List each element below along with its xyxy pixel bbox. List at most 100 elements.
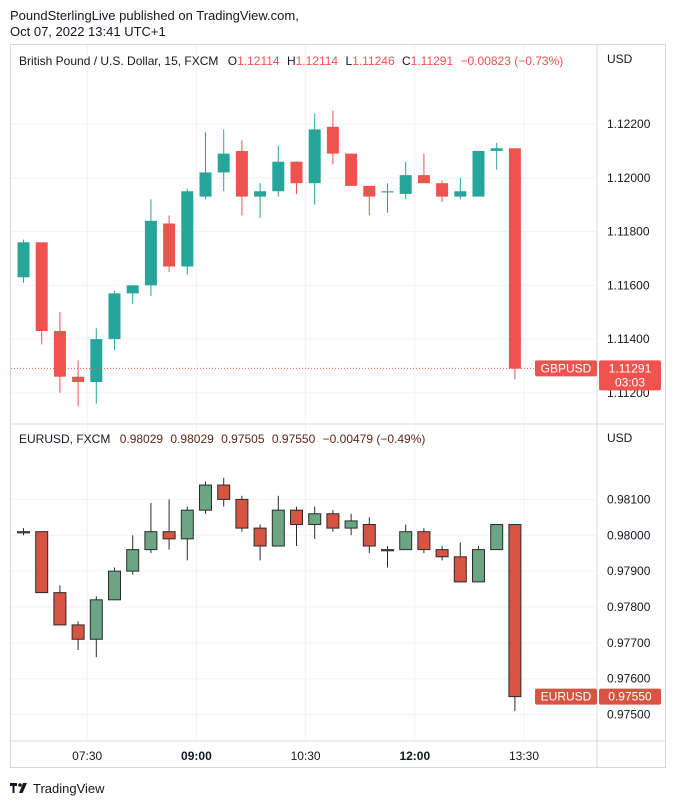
gbpusd-legend-name: British Pound / U.S. Dollar, 15, FXCM xyxy=(19,54,218,68)
gbpusd-candle-body xyxy=(508,148,521,369)
eurusd-last-price-tag xyxy=(599,688,661,705)
gbpusd-candle-body xyxy=(72,376,85,383)
eurusd-symbol-tag-text: EURUSD xyxy=(541,690,592,704)
gbpusd-candle-body xyxy=(490,148,503,151)
chart-svg: 07:30 09:00 10:30 12:00 13:30 1.12200 1.12000 1… xyxy=(11,45,665,767)
eurusd-candle-body xyxy=(472,549,485,583)
eurusd-candle xyxy=(162,499,176,550)
eurusd-candle-body xyxy=(217,484,231,500)
gbpusd-candle xyxy=(290,161,303,194)
footer-brand: TradingView xyxy=(33,780,105,796)
eurusd-candle-body xyxy=(126,549,140,572)
gbpusd-candle-body xyxy=(181,191,194,267)
eurusd-price-tick: 0.97800 xyxy=(607,600,651,614)
gbpusd-candle-body xyxy=(399,175,412,194)
gbpusd-candle xyxy=(199,132,212,200)
gbpusd-candle-body xyxy=(17,242,30,278)
eurusd-candle xyxy=(362,517,376,554)
gbpusd-candle xyxy=(235,140,248,216)
gbpusd-price-tick: 1.11400 xyxy=(607,332,650,346)
gbpusd-candle xyxy=(126,285,139,305)
eurusd-price-tick: 0.97900 xyxy=(607,564,651,578)
eurusd-candle-body xyxy=(435,549,449,558)
gbpusd-candle xyxy=(53,312,66,393)
eurusd-candle-body xyxy=(235,498,249,529)
gbpusd-candle-body xyxy=(454,191,467,197)
time-axis-label: 13:30 xyxy=(509,749,539,763)
gbpusd-price-tick: 1.11800 xyxy=(607,225,650,239)
gbpusd-candle-body xyxy=(345,153,358,186)
gbpusd-candle xyxy=(72,360,85,407)
eurusd-candle-body xyxy=(199,484,212,511)
gbpusd-candle xyxy=(108,290,121,350)
eurusd-legend-name: EURUSD, FXCM xyxy=(19,432,110,446)
eurusd-l-value: 0.97505 xyxy=(221,432,265,446)
eurusd-candle xyxy=(89,596,103,658)
publisher-line: PoundSterlingLive published on TradingVi… xyxy=(10,8,299,23)
eurusd-legend: EURUSD, FXCM 0.98029 0.98029 0.97505 0.9… xyxy=(19,432,425,446)
gbpusd-candle xyxy=(17,239,30,283)
time-axis-label: 07:30 xyxy=(72,749,102,763)
footer: TradingView xyxy=(10,778,105,798)
eurusd-candle xyxy=(271,495,285,547)
label-layer: 07:30 09:00 10:30 12:00 13:30 1.12200 1.12000 1… xyxy=(11,117,661,763)
gbpusd-last-price-tag xyxy=(599,360,661,391)
eurusd-candle xyxy=(35,531,49,594)
tradingview-logo-icon xyxy=(10,783,27,793)
gbpusd-candle-body xyxy=(254,191,267,197)
eurusd-candle xyxy=(435,546,449,561)
gbpusd-candle-body xyxy=(290,161,303,184)
gbpusd-legend: British Pound / U.S. Dollar, 15, FXCM O1… xyxy=(19,54,563,68)
gbpusd-candle xyxy=(181,188,194,275)
gbpusd-o-value: 1.12114 xyxy=(237,54,280,68)
gbpusd-candle-body xyxy=(217,153,230,173)
gbpusd-candle-body xyxy=(144,220,157,286)
gbpusd-candle-body xyxy=(90,339,103,383)
gbpusd-candle xyxy=(144,199,157,297)
gbpusd-candle xyxy=(508,148,521,380)
eurusd-price-tick: 0.97500 xyxy=(607,708,651,722)
gbpusd-h-value: 1.12114 xyxy=(296,54,339,68)
eurusd-candle xyxy=(108,567,121,601)
gbpusd-candle-body xyxy=(472,150,485,197)
eurusd-candle xyxy=(381,546,394,568)
eurusd-candle xyxy=(290,506,303,547)
gbpusd-candle xyxy=(490,142,503,170)
gbpusd-candle xyxy=(35,242,48,345)
gbpusd-currency: USD xyxy=(607,52,633,66)
time-axis-label: 12:00 xyxy=(399,749,430,763)
gbpusd-candle-body xyxy=(417,175,430,184)
eurusd-candle-body xyxy=(490,524,504,551)
eurusd-candle xyxy=(508,524,522,711)
gbpusd-candle xyxy=(326,110,339,165)
gbpusd-candle xyxy=(454,177,467,200)
eurusd-candle-body xyxy=(89,599,103,640)
eurusd-candle-body xyxy=(108,570,121,601)
eurusd-candle xyxy=(235,495,249,532)
gbpusd-l-value: 1.11246 xyxy=(352,54,395,68)
gbpusd-l-label: L xyxy=(345,54,352,68)
time-axis-label: 10:30 xyxy=(291,749,321,763)
gbpusd-candle-body xyxy=(235,150,248,197)
publisher-info: PoundSterlingLive published on TradingVi… xyxy=(10,8,299,40)
gbpusd-candle-body xyxy=(272,161,285,192)
gbpusd-candle-body xyxy=(436,183,449,197)
eurusd-candle xyxy=(344,513,358,536)
eurusd-o-value: 0.98029 xyxy=(120,432,164,446)
eurusd-candle-body xyxy=(381,549,394,552)
eurusd-candle xyxy=(217,477,231,507)
gbpusd-last-price-value: 1.11291 xyxy=(609,361,652,375)
time-axis-label: 09:00 xyxy=(181,749,212,763)
gbpusd-candle xyxy=(472,150,485,197)
eurusd-change: −0.00479 (−0.49%) xyxy=(323,432,426,446)
gbpusd-candle-body xyxy=(35,242,48,331)
gbpusd-candle xyxy=(436,180,449,202)
eurusd-candle-body xyxy=(71,624,85,640)
gbpusd-candle-body xyxy=(363,185,376,197)
gbpusd-candle xyxy=(254,183,267,219)
eurusd-symbol-tag xyxy=(535,688,597,705)
gbpusd-c-label: C xyxy=(402,54,411,68)
eurusd-candle xyxy=(399,524,413,551)
gbpusd-candle xyxy=(163,215,176,272)
gbpusd-candle-body xyxy=(381,191,394,193)
